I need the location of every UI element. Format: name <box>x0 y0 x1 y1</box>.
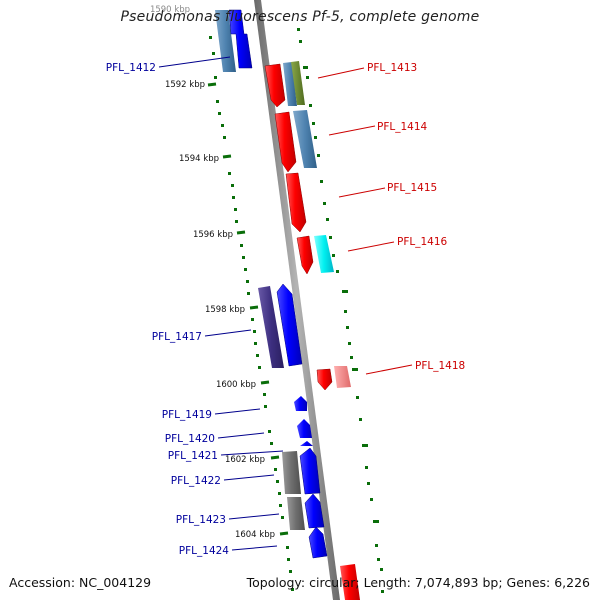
left-gene-labels: PFL_1412 PFL_1417 PFL_1419 PFL_1420 PFL_… <box>106 62 230 557</box>
gene-pfl-1423-arrow <box>304 493 325 529</box>
inner-tick-track <box>209 36 294 591</box>
gene-pfl-1413-similar-bar-2 <box>291 61 305 105</box>
gene-pfl-1418-similar-bar <box>334 366 351 388</box>
gene-pfl-1416-arrow <box>296 235 314 275</box>
gene-pfl-1414-arrow <box>274 111 297 173</box>
scale-label-1604: 1604 kbp <box>235 530 275 540</box>
gene-label-pfl-1420: PFL_1420 <box>165 433 215 445</box>
gene-pfl-1413-arrow <box>264 63 286 108</box>
gene-pfl-1418-arrow <box>316 368 333 391</box>
scale-label-1598: 1598 kbp <box>205 305 245 315</box>
gene-pfl-1423-similar-bar <box>287 497 305 530</box>
gene-label-pfl-1414: PFL_1414 <box>377 121 428 133</box>
reverse-strand-features <box>264 61 360 600</box>
gene-pfl-1422-arrow <box>299 447 321 495</box>
map-title: Pseudomonas fluorescens Pf-5, complete g… <box>120 9 480 25</box>
scale-label-1596: 1596 kbp <box>193 230 233 240</box>
gene-label-pfl-1422: PFL_1422 <box>171 475 221 487</box>
gene-label-pfl-1416: PFL_1416 <box>397 236 448 248</box>
right-gene-labels: PFL_1413 PFL_1414 PFL_1415 PFL_1416 PFL_… <box>367 62 465 372</box>
gene-pfl-1419-arrow <box>294 396 307 411</box>
gene-pfl-1414-similar-bar <box>293 110 317 168</box>
genome-summary-text: Topology: circular; Length: 7,074,893 bp… <box>246 575 590 590</box>
gene-label-pfl-1415: PFL_1415 <box>387 182 437 194</box>
accession-text: Accession: NC_004129 <box>9 575 152 590</box>
forward-strand-features <box>215 9 328 559</box>
scale-label-1594: 1594 kbp <box>179 154 219 164</box>
gene-label-pfl-1424: PFL_1424 <box>179 545 230 557</box>
gene-pfl-1417-arrow <box>276 283 303 367</box>
gene-pfl-1417-similar-bar <box>258 286 284 368</box>
scale-label-1590: 1590 kbp <box>150 5 190 15</box>
right-label-leaders <box>317 67 413 375</box>
gene-pfl-1420-arrow <box>297 419 312 438</box>
scale-label-1592: 1592 kbp <box>165 80 205 90</box>
gene-label-pfl-1417: PFL_1417 <box>152 331 202 343</box>
gene-pfl-1421-arrow <box>300 441 313 446</box>
gene-pfl-1413-similar-bar-1 <box>283 62 297 106</box>
gene-pfl-1412-arrow <box>228 9 253 69</box>
gene-pfl-1424-arrow <box>308 526 328 559</box>
left-label-leaders <box>158 56 284 551</box>
gene-label-pfl-1413: PFL_1413 <box>367 62 417 74</box>
gene-pfl-1412-similar-bar <box>215 10 236 72</box>
gene-label-pfl-1418: PFL_1418 <box>415 360 465 372</box>
gene-pfl-1415-arrow <box>285 172 307 233</box>
gene-label-pfl-1421: PFL_1421 <box>168 450 218 462</box>
outer-tick-track <box>297 28 384 593</box>
scale-label-1602: 1602 kbp <box>225 455 265 465</box>
gene-label-pfl-1423: PFL_1423 <box>176 514 226 526</box>
gene-pfl-1422-similar-bar <box>282 451 301 494</box>
scale-label-1600: 1600 kbp <box>216 380 256 390</box>
scale-labels: 1590 kbp 1592 kbp 1594 kbp 1596 kbp 1598… <box>150 5 275 540</box>
gene-label-pfl-1419: PFL_1419 <box>162 409 212 421</box>
gene-pfl-1416-similar-bar <box>314 235 334 273</box>
gene-label-pfl-1412: PFL_1412 <box>106 62 156 74</box>
genome-backbone <box>254 0 340 600</box>
gene-bottom-red-arrow <box>340 564 360 600</box>
scale-major-ticks <box>207 82 289 536</box>
